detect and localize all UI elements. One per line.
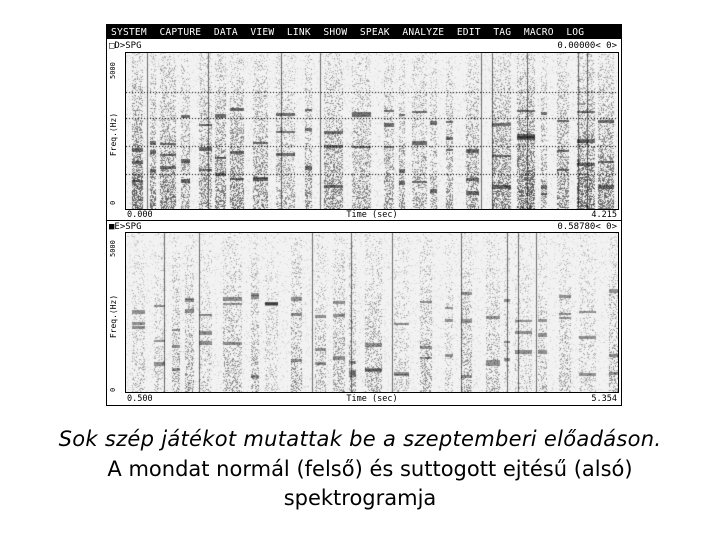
top-y-tick-min: 0 <box>109 200 117 205</box>
menu-item-show[interactable]: SHOW <box>323 26 348 38</box>
bottom-y-tick-min: 0 <box>109 387 117 392</box>
menu-item-view[interactable]: VIEW <box>250 26 275 38</box>
menu-item-link[interactable]: LINK <box>286 26 311 38</box>
menu-item-system[interactable]: SYSTEM <box>111 26 147 38</box>
top-spectrogram[interactable] <box>125 52 619 210</box>
bottom-panel-label[interactable]: ■E>SPG <box>109 222 142 232</box>
menu-item-tag[interactable]: TAG <box>493 26 512 38</box>
top-panel-label[interactable]: □D>SPG <box>109 41 142 51</box>
bottom-time-axis: 0.500 Time (sec) 5.354 <box>125 394 619 404</box>
top-y-axis-label: Freq.(Hz) <box>109 112 119 156</box>
top-time-axis-label: Time (sec) <box>346 210 398 220</box>
bottom-time-end: 5.354 <box>591 394 617 404</box>
caption-description: A mondat normál (felső) és suttogott ejt… <box>107 457 633 481</box>
top-time-end: 4.215 <box>591 210 617 220</box>
menu-item-log[interactable]: LOG <box>566 26 585 38</box>
bottom-time-axis-label: Time (sec) <box>346 394 398 404</box>
menu-item-data[interactable]: DATA <box>213 26 238 38</box>
top-y-tick-max: 5000 <box>109 62 117 79</box>
menu-item-capture[interactable]: CAPTURE <box>159 26 202 38</box>
menu-item-analyze[interactable]: ANALYZE <box>402 26 445 38</box>
top-time-axis: 0.000 Time (sec) 4.215 <box>125 210 619 220</box>
bottom-time-start: 0.500 <box>127 394 153 404</box>
caption-sentence: Sok szép játékot mutattak be a szeptembe… <box>58 427 662 451</box>
menu-bar: SYSTEM CAPTURE DATA VIEW LINK SHOW SPEAK ANALYZ… <box>107 25 621 39</box>
bottom-panel-cursor-readout: 0.58780< 0> <box>557 222 617 232</box>
top-time-start: 0.000 <box>127 210 153 220</box>
bottom-spectrogram[interactable] <box>125 232 619 393</box>
panel-divider <box>107 220 621 221</box>
top-panel-cursor-readout: 0.00000< 0> <box>557 41 617 51</box>
bottom-y-tick-max: 5000 <box>109 240 117 257</box>
menu-item-edit[interactable]: EDIT <box>456 26 481 38</box>
menu-item-macro[interactable]: MACRO <box>523 26 554 38</box>
speech-analysis-window: SYSTEM CAPTURE DATA VIEW LINK SHOW SPEAK ANALYZ… <box>106 24 622 406</box>
caption-description-end: spektrogramja <box>283 486 437 510</box>
menu-item-speak[interactable]: SPEAK <box>359 26 390 38</box>
bottom-y-axis-label: Freq.(Hz) <box>109 294 119 338</box>
